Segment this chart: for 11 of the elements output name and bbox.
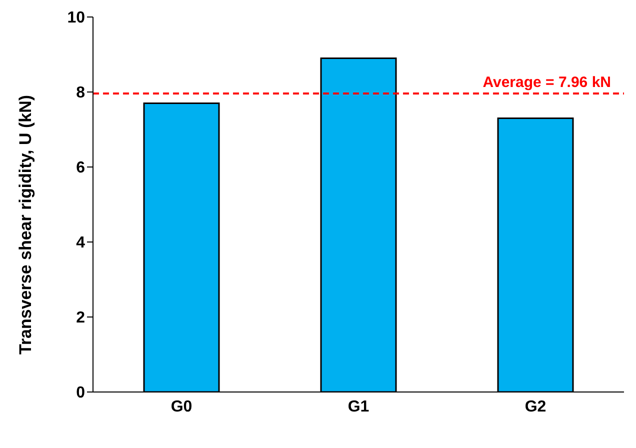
y-tick-label: 4 <box>76 234 86 252</box>
ref-line-label: Average = 7.96 kN <box>482 74 611 92</box>
y-tick-label: 2 <box>76 310 86 327</box>
y-axis-title: Transverse shear rigidity, U (kN) <box>16 94 36 354</box>
x-tick-label: G2 <box>524 398 546 416</box>
y-tick-label: 8 <box>76 84 86 102</box>
y-tick-label: 0 <box>76 384 86 402</box>
y-tick-label: 10 <box>67 10 86 27</box>
x-tick-label: G1 <box>348 398 370 416</box>
y-tick-label: 6 <box>76 160 86 177</box>
x-tick-label: G0 <box>170 398 192 416</box>
